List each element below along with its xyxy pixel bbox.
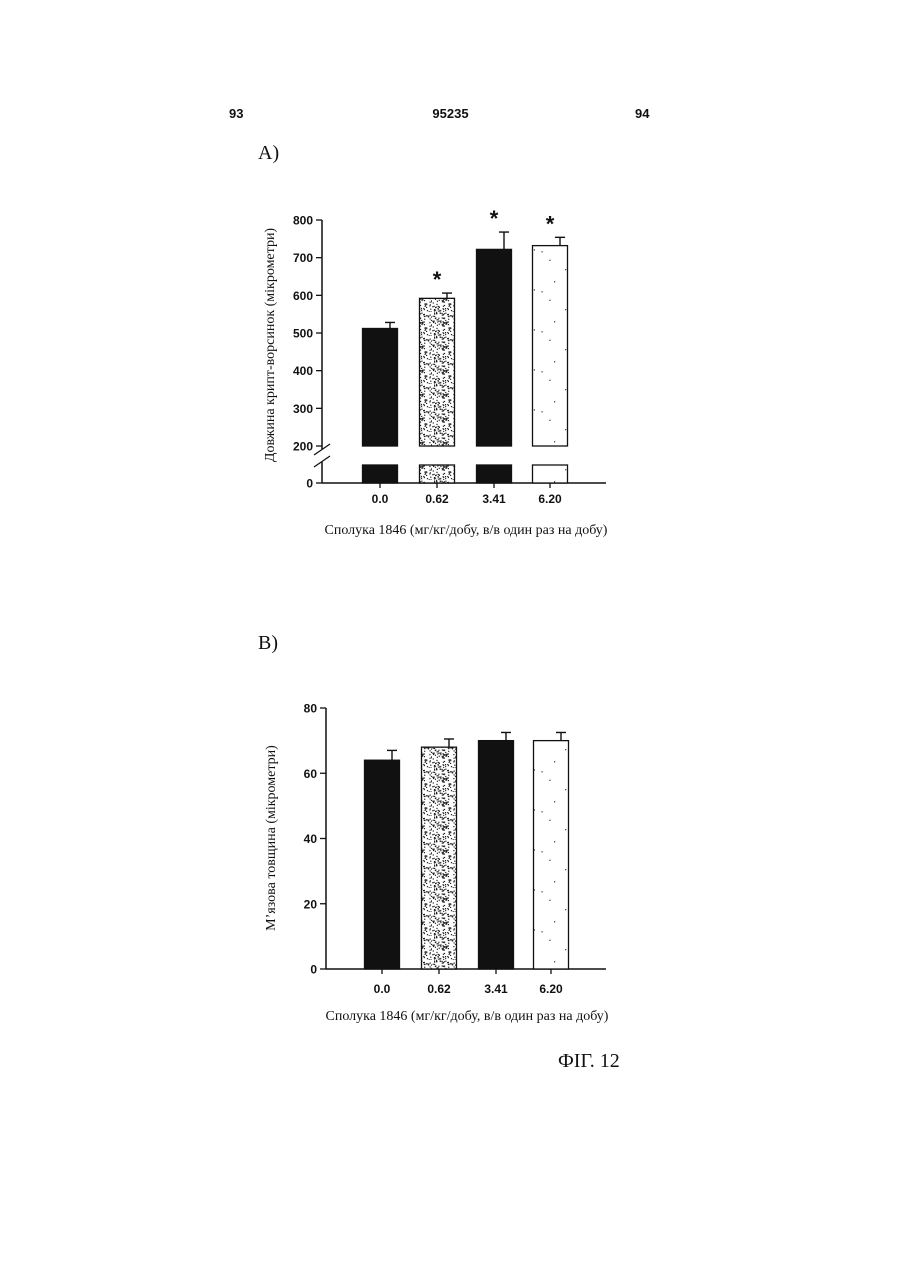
x-tick-label: 0.62 <box>425 492 449 506</box>
x-tick-label: 6.20 <box>538 492 562 506</box>
bar-stub-3.41 <box>477 465 512 483</box>
x-axis-label: Сполука 1846 (мг/кг/добу, в/в один раз н… <box>326 1009 609 1024</box>
y-tick-label: 600 <box>293 289 313 303</box>
y-tick-label: 20 <box>304 897 318 911</box>
significance-star: * <box>490 206 499 231</box>
bar-3.41 <box>479 741 514 969</box>
y-tick-label: 500 <box>293 327 313 341</box>
y-tick-label: 400 <box>293 364 313 378</box>
bar-stub-0.0 <box>363 465 398 483</box>
chart-b: 0 20 40 60 80 0.0 0.62 3.41 6.20 Сполука 1846 (мг… <box>264 702 609 1025</box>
significance-star: * <box>546 211 555 236</box>
x-axis-label: Сполука 1846 (мг/кг/добу, в/в один раз н… <box>325 523 608 538</box>
bar-0.0 <box>365 760 400 969</box>
y-tick-label: 700 <box>293 251 313 265</box>
y-axis-label: Довжина крипт-ворсинок (мікрометри) <box>263 228 278 463</box>
y-axis-label: М’язова товщина (мікрометри) <box>264 745 279 931</box>
y-tick-label: 200 <box>293 440 313 454</box>
chart-a: 0 200 300 400 500 600 700 800 0.0 * 0.62 * 3.41 * 6.20… <box>263 206 608 538</box>
bar-0.62 <box>422 747 457 969</box>
bar-6.20 <box>534 741 569 969</box>
y-tick-label: 60 <box>304 767 318 781</box>
x-tick-label: 3.41 <box>482 492 506 506</box>
y-tick-label: 300 <box>293 402 313 416</box>
x-tick-label: 6.20 <box>539 982 563 996</box>
y-tick-label: 80 <box>304 702 318 716</box>
x-tick-label: 0.0 <box>374 982 391 996</box>
figure-caption: ФІГ. 12 <box>558 1050 620 1073</box>
significance-star: * <box>433 267 442 292</box>
bar-0.62 <box>420 298 455 446</box>
y-tick-label: 40 <box>304 832 318 846</box>
y-tick-label: 0 <box>310 963 317 977</box>
x-tick-label: 0.62 <box>427 982 451 996</box>
x-tick-label: 0.0 <box>372 492 389 506</box>
bar-6.20 <box>533 246 568 446</box>
bar-0.0 <box>363 328 398 446</box>
y-tick-label: 0 <box>306 477 313 491</box>
bar-stub-6.20 <box>533 465 568 483</box>
y-tick-label: 800 <box>293 214 313 228</box>
bar-3.41 <box>477 249 512 446</box>
bar-stub-0.62 <box>420 465 455 483</box>
x-tick-label: 3.41 <box>484 982 508 996</box>
